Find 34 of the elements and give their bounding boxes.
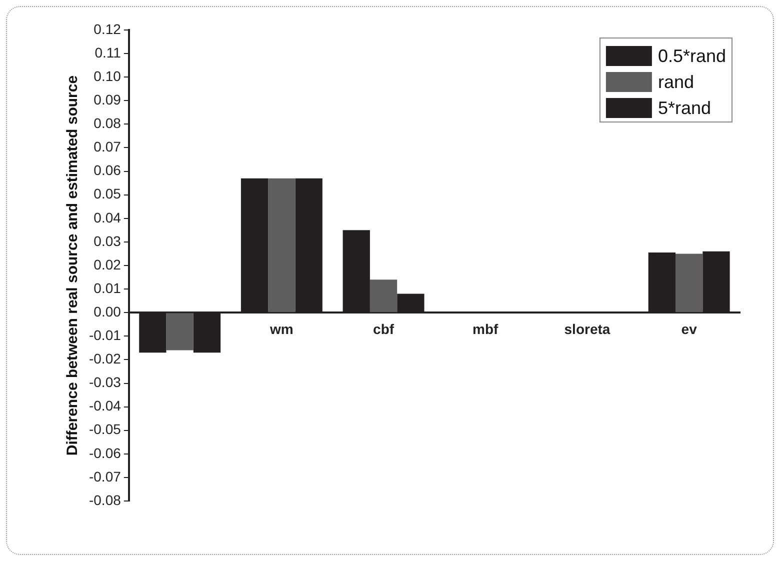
y-tick-label: 0.01 — [94, 280, 122, 296]
x-tick-label: cbf — [373, 320, 394, 337]
legend-label: 5*rand — [658, 98, 711, 118]
y-axis-title: Difference between real source and estimated source — [64, 75, 82, 456]
y-tick-label: 0.07 — [94, 138, 122, 155]
y-tick-label: -0.06 — [88, 444, 122, 461]
y-tick-label: -0.02 — [88, 350, 122, 367]
legend-label: rand — [658, 72, 694, 92]
y-tick-label: -0.01 — [88, 327, 122, 344]
y-tick-label: -0.08 — [88, 492, 122, 508]
y-tick-label: 0.08 — [94, 115, 122, 132]
y-tick-label: 0.03 — [94, 232, 122, 249]
y-tick-label: -0.03 — [88, 374, 122, 390]
y-tick-label: 0.10 — [94, 68, 122, 84]
y-tick-label: 0.12 — [94, 20, 122, 37]
legend-label: 0.5*rand — [658, 46, 726, 66]
y-tick-label: 0.02 — [94, 256, 122, 272]
x-tick-label: ev — [681, 320, 698, 337]
x-tick-label: sloreta — [564, 320, 610, 337]
y-tick-label: 0.09 — [94, 92, 122, 108]
y-tick-label: -0.05 — [88, 421, 122, 438]
x-tick-label: mbf — [472, 320, 499, 337]
y-tick-label: 0.06 — [94, 162, 122, 178]
bar — [166, 313, 194, 350]
y-tick-label: -0.07 — [88, 468, 122, 484]
bar — [370, 280, 398, 312]
y-tick-label: 0.04 — [94, 209, 122, 226]
y-tick-label: 0.11 — [94, 44, 122, 60]
bar — [675, 254, 703, 312]
y-tick-label: 0.00 — [94, 303, 122, 320]
x-tick-label: wm — [269, 320, 294, 337]
y-tick-label: -0.04 — [88, 398, 122, 414]
y-tick-label: 0.05 — [94, 186, 122, 202]
bar — [268, 178, 296, 312]
